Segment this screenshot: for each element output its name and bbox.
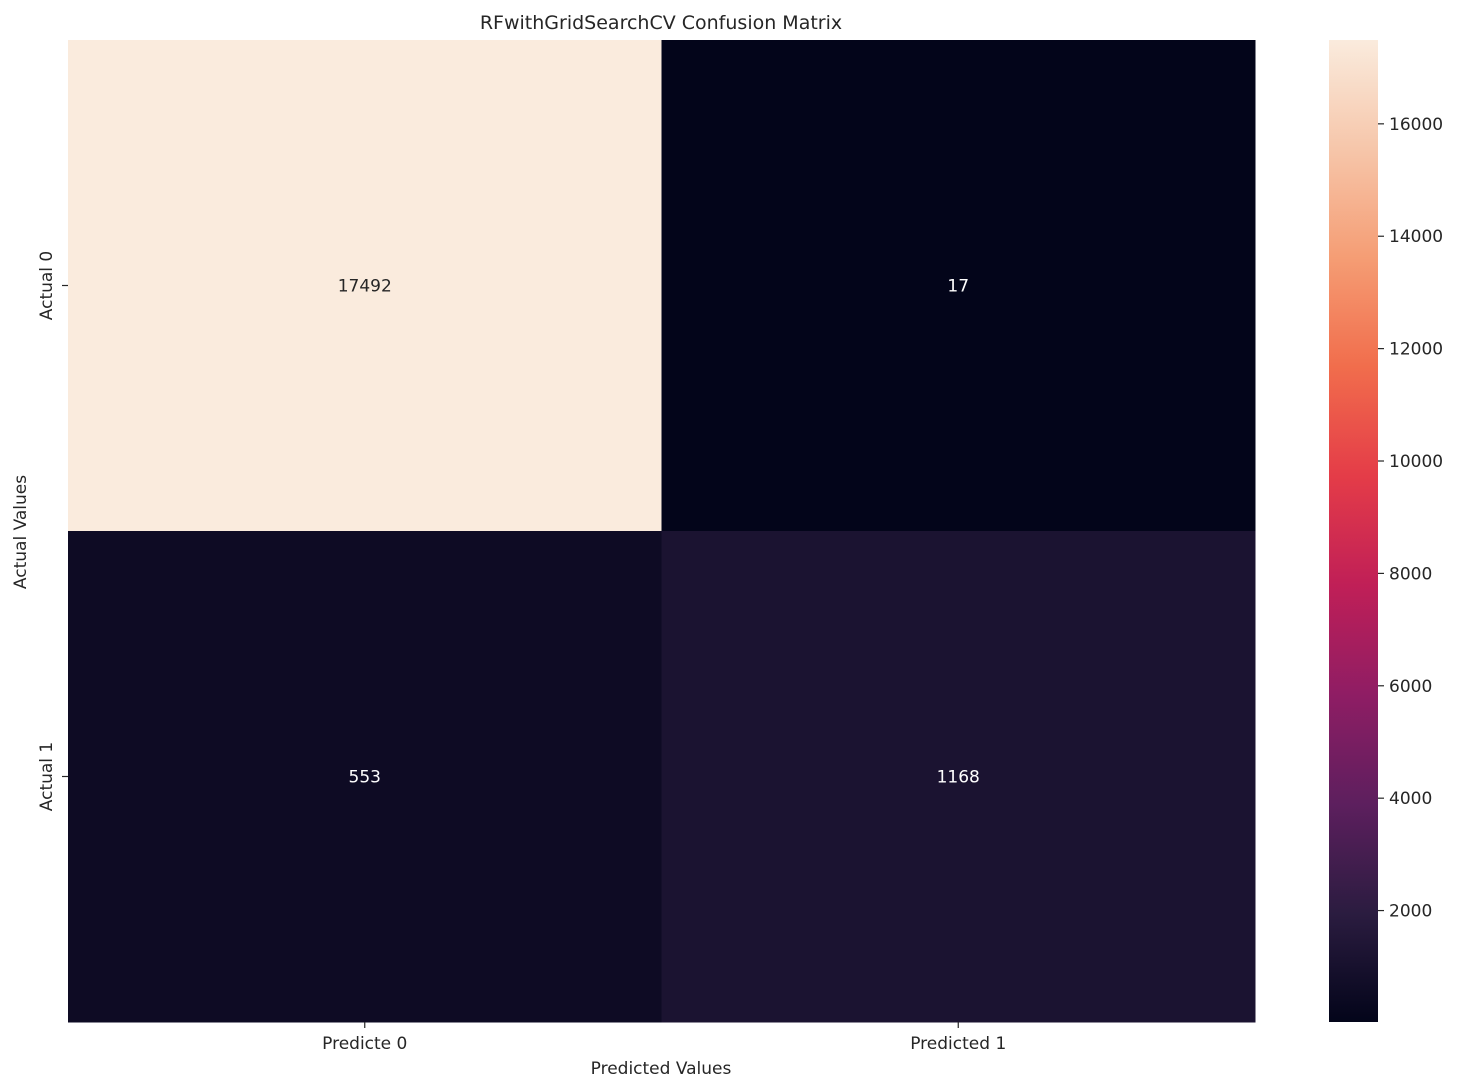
y-tick-label: Actual 1 <box>37 742 57 811</box>
colorbar-tick-label: 16000 <box>1389 115 1443 135</box>
heatmap-cell <box>68 40 662 532</box>
x-tick-label: Predicted 1 <box>910 1034 1006 1054</box>
x-axis-label: Predicted Values <box>591 1059 732 1079</box>
cell-value-label: 553 <box>349 768 381 788</box>
colorbar <box>1329 40 1378 1022</box>
colorbar-tick-label: 10000 <box>1389 452 1443 472</box>
heatmap-cell <box>661 40 1256 532</box>
chart-title: RFwithGridSearchCV Confusion Matrix <box>480 12 842 34</box>
colorbar-ticks: 2000 4000 6000 8000 10000 12000 14000 16000 <box>1378 115 1443 922</box>
heatmap-cell <box>68 531 662 1023</box>
colorbar-tick-label: 6000 <box>1389 677 1432 697</box>
y-axis-label: Actual Values <box>11 475 31 589</box>
heatmap-cells <box>68 40 1256 1023</box>
cell-value-label: 17 <box>947 277 969 297</box>
colorbar-tick-label: 2000 <box>1389 902 1432 922</box>
cell-value-label: 17492 <box>338 277 392 297</box>
cell-value-label: 1168 <box>937 768 980 788</box>
heatmap-annotations: 17492 17 553 1168 <box>338 277 980 788</box>
colorbar-tick-label: 4000 <box>1389 789 1432 809</box>
colorbar-tick-label: 14000 <box>1389 227 1443 247</box>
colorbar-tick-label: 12000 <box>1389 340 1443 360</box>
x-axis: Predicte 0 Predicted 1 <box>322 1022 1006 1054</box>
y-tick-label: Actual 0 <box>37 251 57 320</box>
x-tick-label: Predicte 0 <box>322 1034 407 1054</box>
heatmap-cell <box>661 531 1256 1023</box>
y-axis: Actual 0 Actual 1 <box>37 251 68 811</box>
colorbar-tick-label: 8000 <box>1389 564 1432 584</box>
